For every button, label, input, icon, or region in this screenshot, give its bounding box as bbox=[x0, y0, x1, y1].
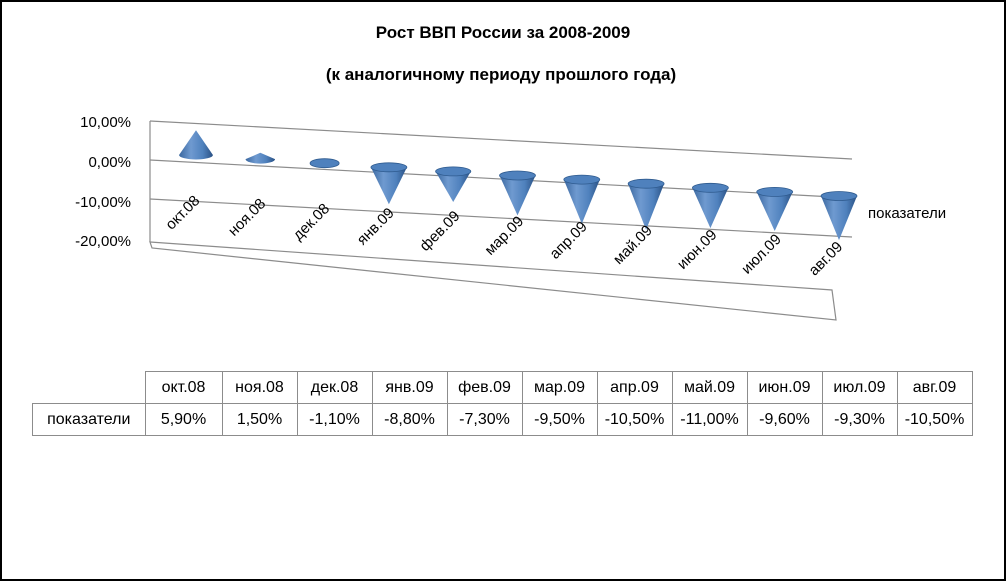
cone-top-cap bbox=[692, 182, 729, 193]
table-corner-cell bbox=[32, 371, 146, 404]
data-table: окт.08 ноя.08 дек.08 янв.09 фев.09 мар.0… bbox=[32, 371, 973, 436]
category-labels: окт.08 ноя.08 дек.08 янв.09 фев.09 мар.09 апр.… bbox=[162, 192, 846, 279]
y-tick-label: 10,00% bbox=[80, 114, 131, 131]
cone-10 bbox=[820, 191, 858, 241]
table-value-cell: -9,30% bbox=[821, 403, 898, 436]
cone-top-cap bbox=[435, 166, 472, 177]
cone-3 bbox=[370, 162, 408, 205]
table-value-cell: -1,10% bbox=[296, 403, 373, 436]
cone-body bbox=[499, 175, 536, 216]
category-label: июл.09 bbox=[738, 231, 785, 278]
cone-top-cap bbox=[499, 170, 536, 181]
cone-body bbox=[245, 152, 276, 164]
cone-series bbox=[179, 130, 858, 241]
y-tick-label: -10,00% bbox=[75, 194, 131, 211]
chart-title: Рост ВВП России за 2008-2009 bbox=[376, 23, 630, 42]
table-value-cell: -8,80% bbox=[371, 403, 448, 436]
table-value-cell: -10,50% bbox=[896, 403, 973, 436]
category-label: ноя.08 bbox=[225, 195, 269, 239]
cone-0 bbox=[179, 130, 213, 160]
table-header-cell: окт.08 bbox=[144, 371, 223, 404]
gridline bbox=[149, 198, 853, 238]
y-tick-labels: 10,00% 0,00% -10,00% -20,00% bbox=[75, 114, 131, 250]
table-header-row: окт.08 ноя.08 дек.08 янв.09 фев.09 мар.0… bbox=[32, 371, 973, 404]
cone-top-cap bbox=[627, 178, 665, 189]
cone-body bbox=[435, 171, 471, 203]
table-value-cell: 1,50% bbox=[221, 403, 298, 436]
table-value-cell: -10,50% bbox=[596, 403, 673, 436]
table-header-cell: авг.09 bbox=[896, 371, 973, 404]
y-tick-label: -20,00% bbox=[75, 233, 131, 250]
cone-1 bbox=[245, 152, 276, 164]
category-label: май.09 bbox=[610, 222, 656, 268]
table-row: показатели 5,90% 1,50% -1,10% -8,80% -7,… bbox=[32, 403, 973, 436]
category-label: мар.09 bbox=[481, 213, 527, 259]
cone-4 bbox=[435, 166, 472, 203]
cone-8 bbox=[692, 182, 729, 229]
table-header-cell: янв.09 bbox=[371, 371, 448, 404]
category-label: окт.08 bbox=[162, 192, 203, 233]
gridline bbox=[149, 120, 853, 160]
table-value-cell: 5,90% bbox=[144, 403, 223, 436]
table-value-cell: -9,60% bbox=[746, 403, 823, 436]
table-value-cell: -11,00% bbox=[671, 403, 748, 436]
table-row-label: показатели bbox=[32, 403, 146, 436]
table-header-cell: ноя.08 bbox=[221, 371, 298, 404]
cone-body bbox=[628, 183, 665, 230]
cone-6 bbox=[563, 174, 601, 224]
table-value-cell: -9,50% bbox=[521, 403, 598, 436]
cone-7 bbox=[627, 178, 665, 230]
y-tick-label: 0,00% bbox=[88, 154, 131, 171]
cone-top-cap bbox=[756, 186, 794, 197]
floor-plane bbox=[149, 241, 837, 321]
table-header-cell: мар.09 bbox=[521, 371, 598, 404]
chart-subtitle: (к аналогичному периоду прошлого года) bbox=[326, 65, 676, 84]
cone-body bbox=[756, 191, 793, 231]
cone-2 bbox=[309, 158, 340, 169]
cone-top-cap bbox=[309, 158, 340, 169]
cone-9 bbox=[756, 186, 794, 231]
cone-top-cap bbox=[370, 162, 408, 173]
category-label: июн.09 bbox=[674, 226, 721, 273]
table-header-cell: май.09 bbox=[671, 371, 748, 404]
cone-top-cap bbox=[563, 174, 601, 185]
table-header-cell: фев.09 bbox=[446, 371, 523, 404]
cone-body bbox=[692, 187, 729, 229]
cone-top-cap bbox=[820, 191, 858, 201]
grid-layer bbox=[149, 120, 853, 321]
table-header-cell: июн.09 bbox=[746, 371, 823, 404]
table-header-cell: дек.08 bbox=[296, 371, 373, 404]
category-label: авг.09 bbox=[805, 238, 846, 279]
cone-body bbox=[179, 130, 213, 160]
table-value-cell: -7,30% bbox=[446, 403, 523, 436]
series-name-label: показатели bbox=[868, 205, 946, 222]
category-label: апр.09 bbox=[546, 218, 590, 262]
gridline bbox=[149, 159, 853, 199]
cone-body bbox=[821, 196, 857, 241]
table-header-cell: июл.09 bbox=[821, 371, 898, 404]
table-header-cell: апр.09 bbox=[596, 371, 673, 404]
cone-body bbox=[370, 167, 407, 205]
cone-body bbox=[563, 179, 600, 224]
cone-5 bbox=[499, 170, 536, 216]
